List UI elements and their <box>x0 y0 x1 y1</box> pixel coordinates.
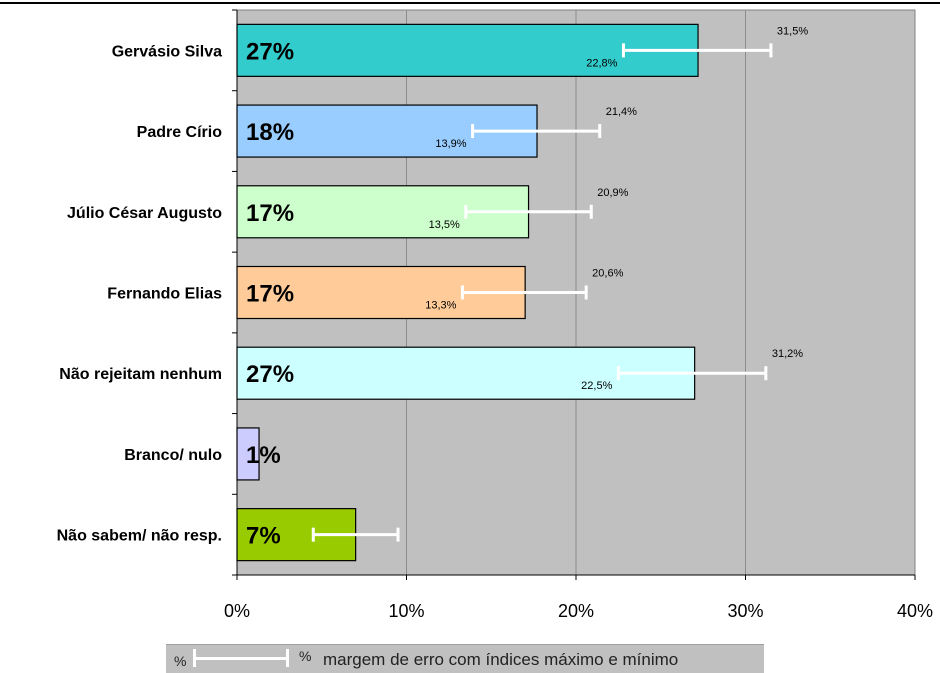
legend-error-bar-icon <box>194 657 286 660</box>
error-low-label: 22,5% <box>581 380 612 392</box>
legend-min-symbol: % <box>174 653 187 669</box>
bar-value-label: 17% <box>246 281 294 308</box>
category-label: Gervásio Silva <box>112 43 222 60</box>
category-label: Não rejeitam nenhum <box>59 366 222 383</box>
bar-value-label: 27% <box>246 361 294 388</box>
error-low-label: 13,3% <box>425 300 456 312</box>
x-tick-label: 10% <box>388 601 424 621</box>
category-label: Padre Círio <box>137 124 223 141</box>
error-high-label: 21,4% <box>606 106 637 118</box>
bar-value-label: 27% <box>246 38 294 65</box>
error-low-label: 22,8% <box>586 57 617 69</box>
error-low-label: 13,5% <box>429 219 460 231</box>
x-tick-label: 20% <box>558 601 594 621</box>
bar-value-label: 1% <box>246 442 281 469</box>
legend-error-cap-left <box>193 649 196 667</box>
bar-value-label: 7% <box>246 523 281 550</box>
category-label: Júlio César Augusto <box>67 205 222 222</box>
error-low-label: 13,9% <box>435 138 466 150</box>
x-tick-label: 30% <box>727 601 763 621</box>
x-tick-label: 0% <box>224 601 250 621</box>
error-high-label: 31,2% <box>772 348 803 360</box>
chart-legend: % % margem de erro com índices máximo e … <box>166 644 764 673</box>
legend-label: margem de erro com índices máximo e míni… <box>323 650 679 669</box>
x-tick-label: 40% <box>897 601 933 621</box>
error-high-label: 20,9% <box>597 187 628 199</box>
category-label: Branco/ nulo <box>124 447 222 464</box>
bar <box>236 23 699 77</box>
bar-value-label: 18% <box>246 119 294 146</box>
error-high-label: 20,6% <box>592 268 623 280</box>
category-label: Não sabem/ não resp. <box>57 528 222 545</box>
legend-max-symbol: % <box>299 648 312 664</box>
legend-error-cap-right <box>286 649 289 667</box>
bar-value-label: 17% <box>246 200 294 227</box>
category-label: Fernando Elias <box>107 286 222 303</box>
error-high-label: 31,5% <box>777 25 808 37</box>
bar <box>236 427 260 481</box>
